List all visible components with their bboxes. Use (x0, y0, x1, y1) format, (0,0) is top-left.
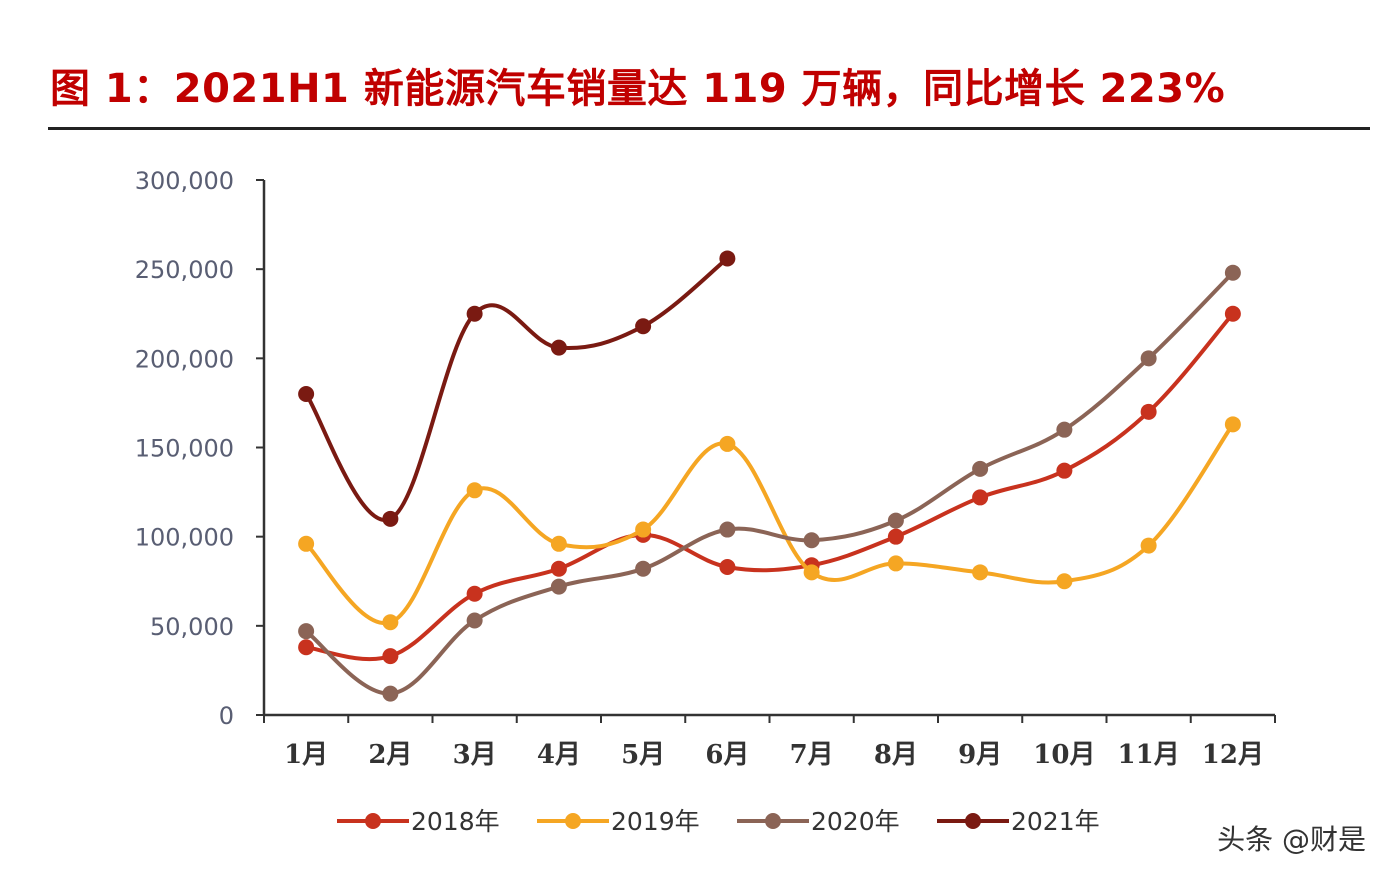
data-point (1224, 305, 1241, 322)
data-point (635, 318, 652, 335)
x-axis-ticks: 1月 2月 3月 4月 5月 6月 7月 8月 9月 10月 11月 12月 (263, 715, 1276, 770)
y-tick-label: 200,000 (135, 345, 234, 373)
series-lines (298, 250, 1241, 702)
x-tick-label: 4月 (537, 740, 581, 770)
series-line (304, 256, 730, 522)
data-point (972, 564, 989, 581)
data-point (1224, 264, 1241, 281)
watermark: 头条 @财是 (1217, 823, 1366, 856)
y-tick-label: 0 (219, 702, 234, 730)
series-line (304, 311, 1235, 662)
data-point (803, 564, 820, 581)
legend-item: 2019年 (537, 807, 700, 836)
legend: 2018年 2019年 2020年 2021年 (337, 807, 1100, 836)
legend-label: 2018年 (411, 807, 500, 836)
data-point (382, 614, 399, 631)
x-tick-label: 8月 (874, 740, 918, 770)
x-tick-label: 7月 (790, 740, 834, 770)
data-point (298, 535, 315, 552)
data-point (550, 560, 567, 577)
data-point (719, 250, 736, 267)
data-point (550, 578, 567, 595)
legend-item: 2018年 (337, 807, 500, 836)
series-2019年 (298, 416, 1241, 631)
legend-marker (965, 813, 981, 829)
legend-item: 2021年 (937, 807, 1100, 836)
x-tick-label: 5月 (621, 740, 665, 770)
data-point (1224, 416, 1241, 433)
title-divider (48, 127, 1370, 130)
x-tick-label: 1月 (284, 740, 328, 770)
x-tick-label: 11月 (1118, 740, 1180, 770)
data-point (382, 648, 399, 665)
data-point (1056, 421, 1073, 438)
series-2021年 (298, 250, 736, 527)
legend-label: 2019年 (611, 807, 700, 836)
series-line (304, 270, 1235, 696)
data-point (635, 521, 652, 538)
data-point (1056, 573, 1073, 590)
data-point (382, 685, 399, 702)
data-point (972, 460, 989, 477)
data-point (466, 585, 483, 602)
data-point (550, 339, 567, 356)
y-tick-label: 50,000 (150, 613, 234, 641)
legend-label: 2020年 (811, 807, 900, 836)
data-point (803, 532, 820, 549)
data-point (466, 612, 483, 629)
x-tick-label: 12月 (1202, 740, 1264, 770)
axes (262, 180, 1275, 717)
data-point (1056, 462, 1073, 479)
legend-label: 2021年 (1011, 807, 1100, 836)
x-tick-label: 10月 (1033, 740, 1095, 770)
y-axis-ticks: 0 50,000 100,000 150,000 200,000 250,000 300,0… (135, 167, 264, 730)
y-tick-label: 150,000 (135, 435, 234, 463)
data-point (887, 512, 904, 529)
y-tick-label: 100,000 (135, 524, 234, 552)
y-tick-label: 250,000 (135, 256, 234, 284)
legend-marker (565, 813, 581, 829)
data-point (972, 489, 989, 506)
data-point (466, 305, 483, 322)
series-2018年 (298, 305, 1241, 665)
legend-marker (365, 813, 381, 829)
data-point (719, 521, 736, 538)
legend-marker (765, 813, 781, 829)
data-point (887, 528, 904, 545)
y-tick-label: 300,000 (135, 167, 234, 195)
x-tick-label: 3月 (453, 740, 497, 770)
data-point (550, 535, 567, 552)
chart-title: 图 1：2021H1 新能源汽车销量达 119 万辆，同比增长 223% (50, 66, 1226, 112)
data-point (1140, 403, 1157, 420)
data-point (298, 623, 315, 640)
data-point (466, 482, 483, 499)
x-tick-label: 6月 (705, 740, 749, 770)
data-point (382, 510, 399, 527)
data-point (1140, 350, 1157, 367)
legend-item: 2020年 (737, 807, 900, 836)
data-point (1140, 537, 1157, 554)
data-point (298, 639, 315, 656)
x-tick-label: 2月 (368, 740, 412, 770)
data-point (719, 558, 736, 575)
data-point (298, 386, 315, 402)
series-2020年 (298, 264, 1241, 702)
data-point (887, 555, 904, 572)
x-tick-label: 9月 (958, 740, 1002, 770)
data-point (719, 435, 736, 452)
data-point (635, 560, 652, 577)
